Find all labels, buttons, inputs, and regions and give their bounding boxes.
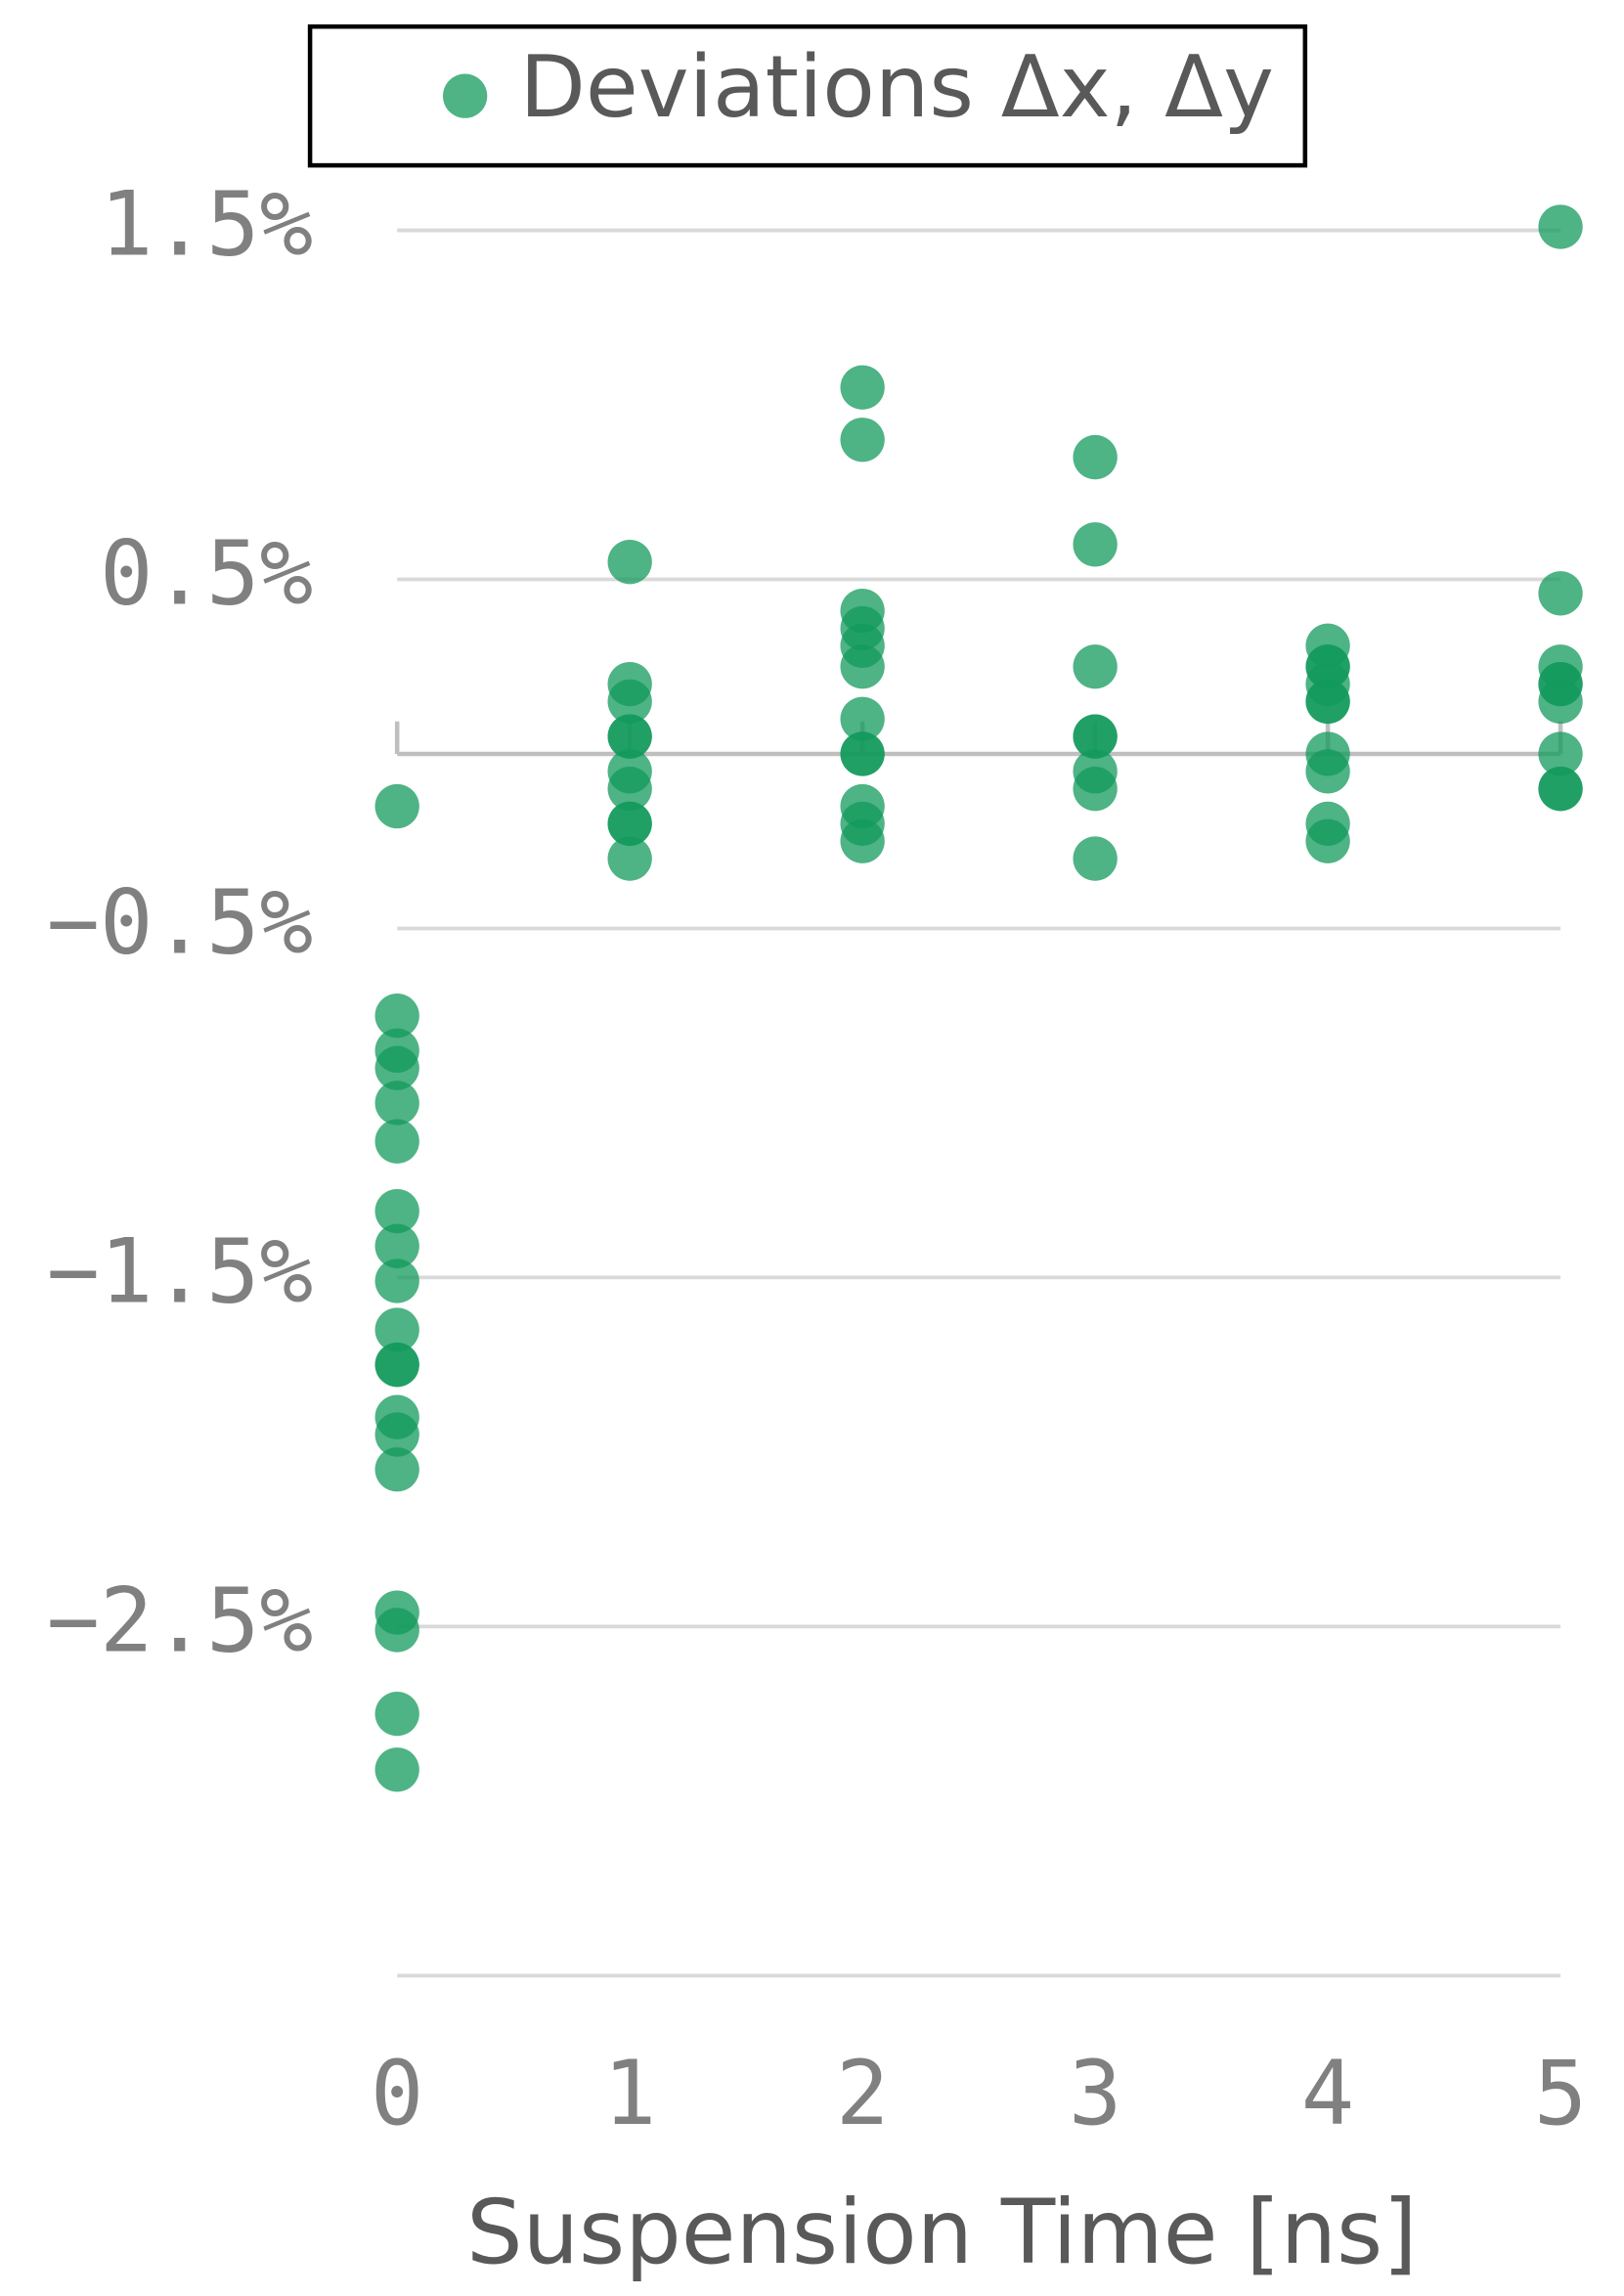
point [840,644,885,689]
y-tick-label: −0.5% [46,871,313,974]
x-tick-label: 2 [836,2043,890,2145]
point [607,801,652,847]
point [607,540,652,585]
point [1538,571,1583,616]
x-tick-label: 1 [603,2043,657,2145]
point [1073,434,1118,480]
x-tick-label: 0 [371,2043,424,2145]
point [1073,522,1118,567]
point [374,1188,419,1234]
point [1538,204,1583,249]
x-axis-title: Suspension Time [ns] [466,2182,1417,2284]
point [607,767,652,812]
point [1073,767,1118,812]
point [607,836,652,881]
point [1538,679,1583,725]
point [374,1691,419,1737]
point [840,696,885,741]
point [374,1608,419,1653]
y-tick-label: −2.5% [46,1569,313,1672]
x-tick-label: 4 [1301,2043,1355,2145]
y-tick-label: 1.5% [100,173,313,276]
point [1538,767,1583,812]
point [374,783,419,829]
point [1538,731,1583,776]
point [1305,818,1350,863]
point [374,1119,419,1164]
point [374,1412,419,1457]
point [1305,679,1350,725]
point [607,679,652,725]
point [374,1307,419,1352]
legend-label: Deviations Δx, Δy [520,37,1274,137]
point [1305,749,1350,794]
point [374,1447,419,1492]
point [374,1045,419,1090]
point [1073,644,1118,689]
x-tick-label: 3 [1069,2043,1122,2145]
point [840,418,885,463]
point [840,365,885,410]
point [1073,836,1118,881]
point [607,714,652,759]
point [840,731,885,776]
point [374,1223,419,1268]
point [374,1258,419,1303]
point [1073,714,1118,759]
y-tick-label: −1.5% [46,1220,313,1323]
point [374,1343,419,1388]
point [374,1081,419,1126]
legend-marker [443,73,488,118]
point [840,818,885,863]
y-tick-label: 0.5% [100,522,313,625]
x-tick-label: 5 [1534,2043,1588,2145]
legend-box [307,23,1308,168]
point [374,1747,419,1792]
point [374,993,419,1038]
